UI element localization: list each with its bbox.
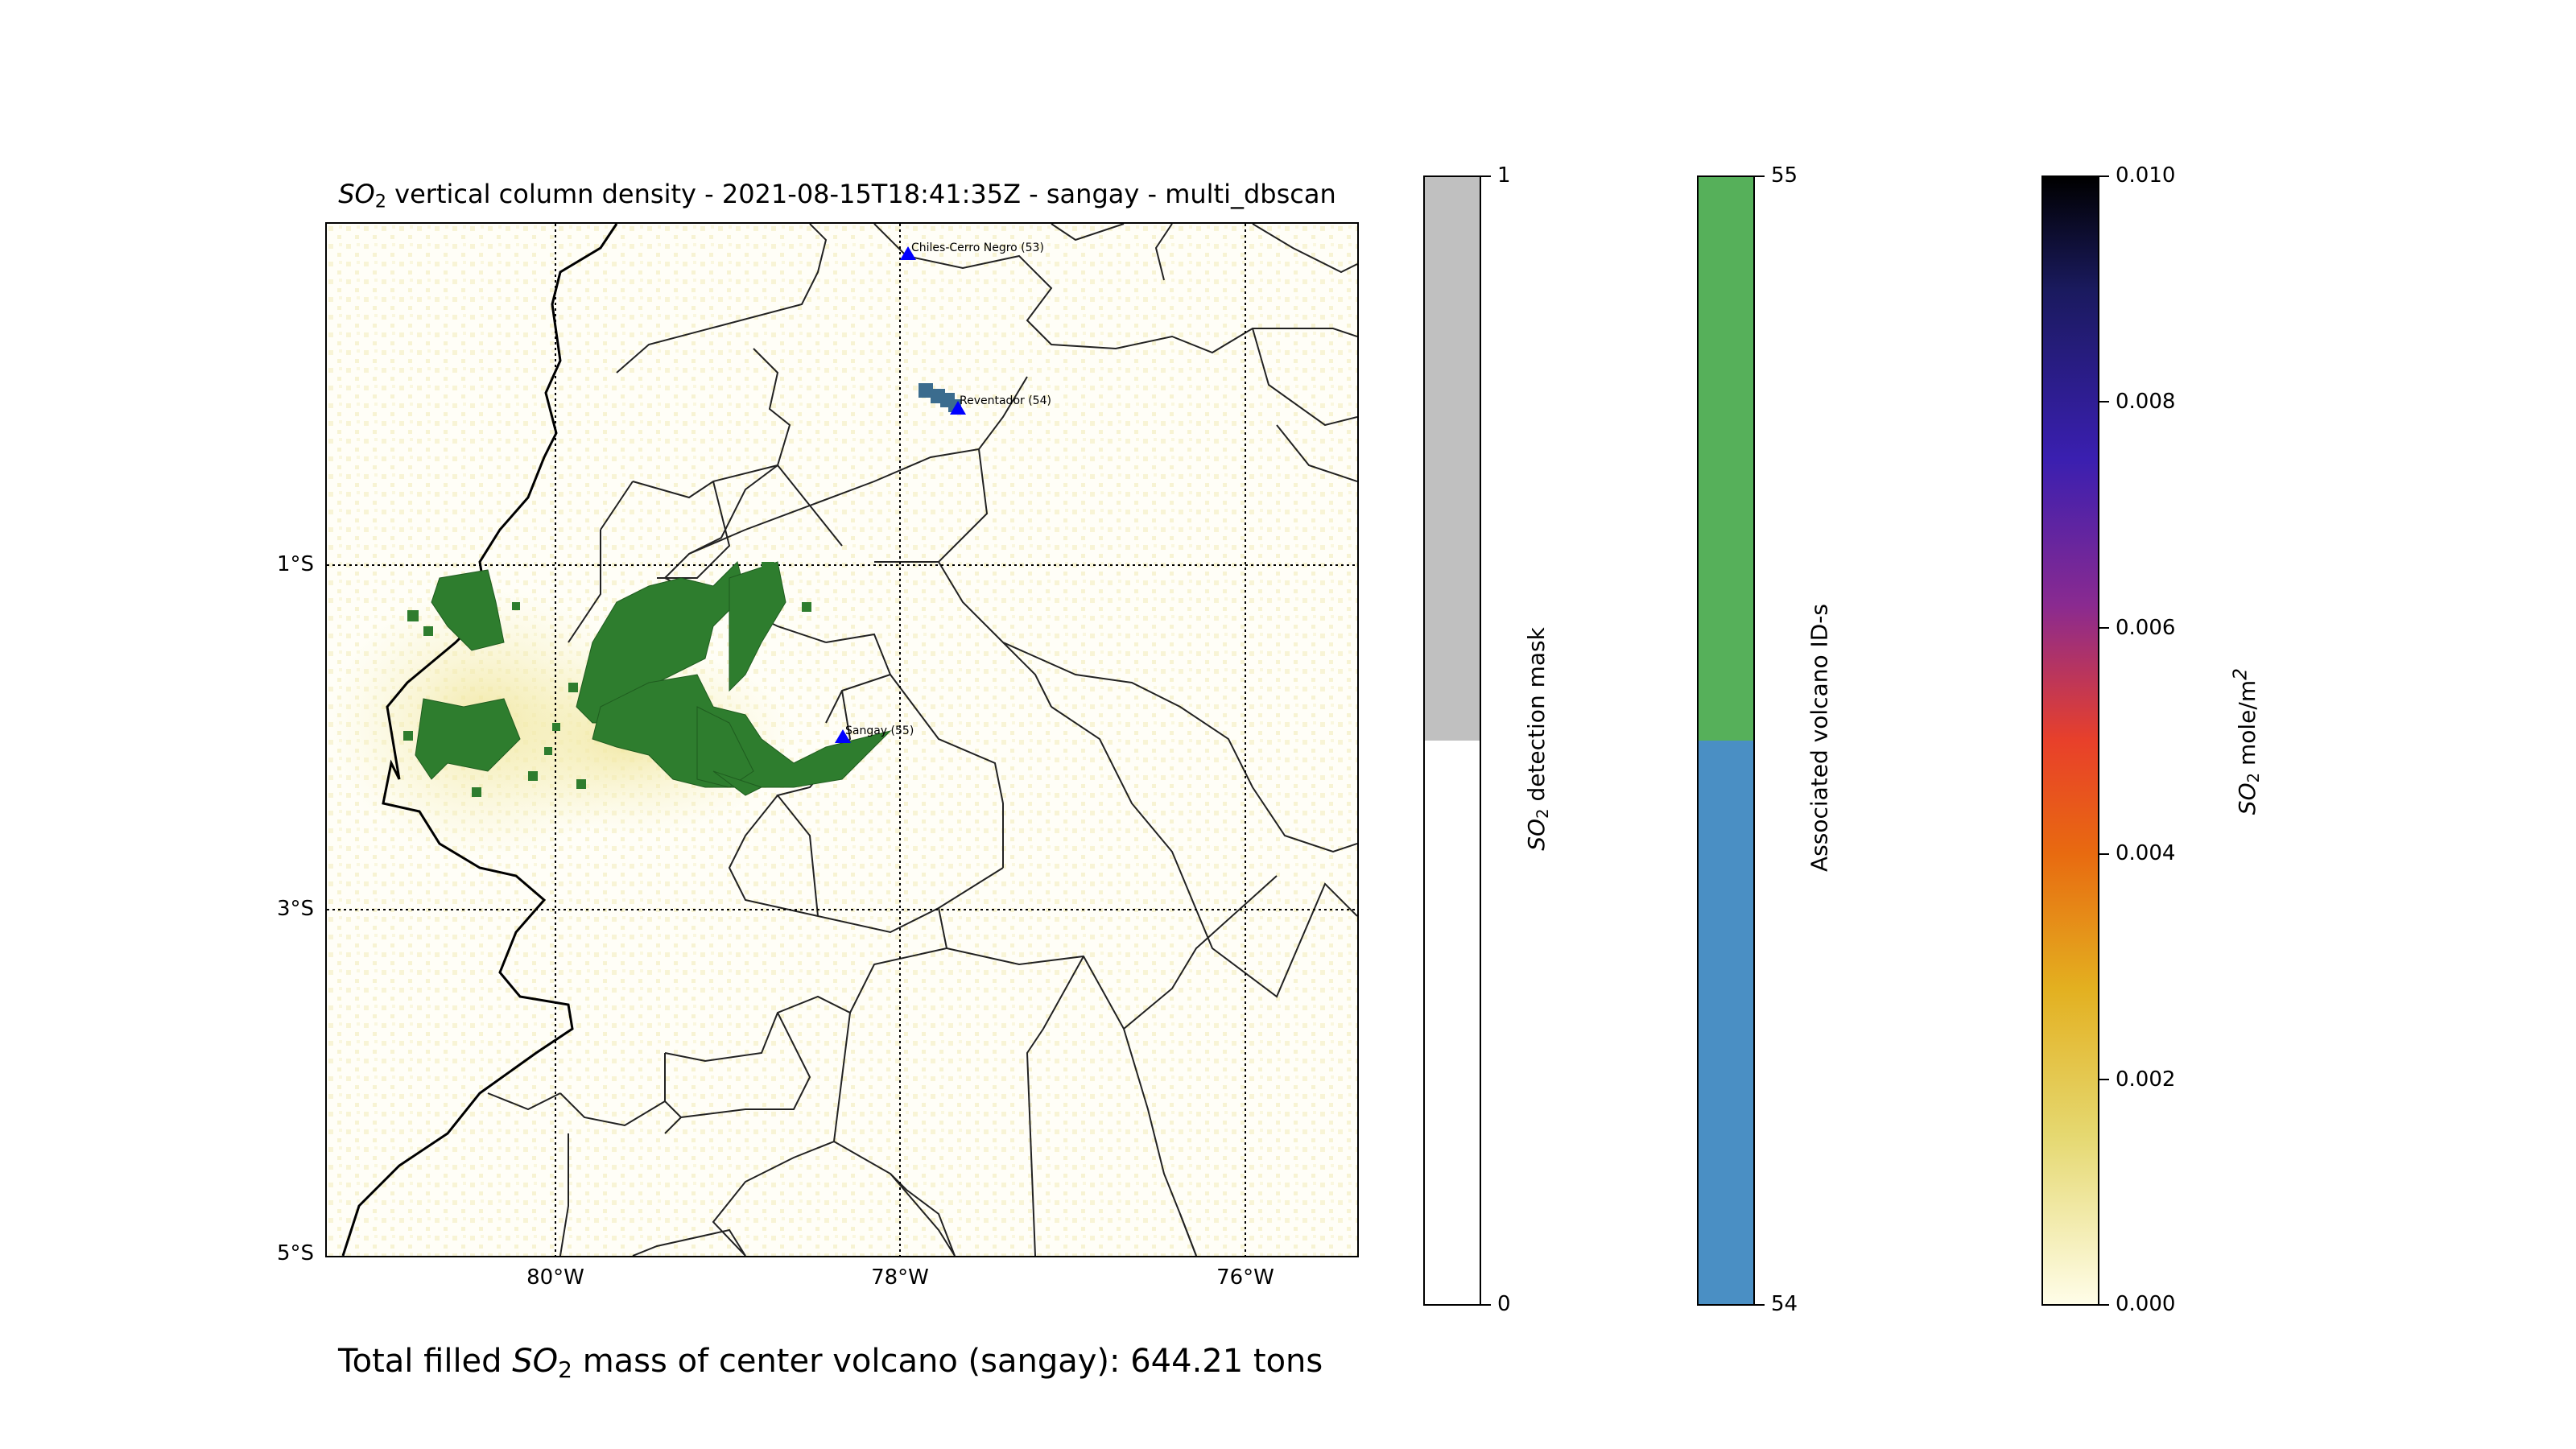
map-panel[interactable]: Chiles-Cerro Negro (53) Reventador (54) …: [325, 222, 1359, 1257]
plot-title: SO2 vertical column density - 2021-08-15…: [338, 179, 1336, 213]
so2-tick-0002: 0.002: [2116, 1067, 2176, 1092]
so2-tick-0006: 0.006: [2116, 616, 2176, 640]
lon-label-80w: 80°W: [526, 1265, 584, 1290]
volcano-id-color-54: [1699, 741, 1753, 1304]
so2-tick-0000: 0.000: [2116, 1292, 2176, 1316]
colorbar-detection-mask: [1423, 175, 1481, 1306]
mask-color-1: [1425, 177, 1480, 741]
volcano-id-color-55: [1699, 177, 1753, 741]
tick-mark: [1481, 1304, 1491, 1306]
mask-color-0: [1425, 741, 1480, 1304]
tick-mark: [1755, 1304, 1765, 1306]
colorbar-volcano-ids: [1697, 175, 1755, 1306]
volcano-marker-chiles: [900, 246, 916, 260]
mask-label: SO2 detection mask: [1523, 627, 1552, 851]
gridlines: [327, 224, 1357, 1256]
mask-tick-1: 1: [1497, 163, 1511, 188]
volcano-label-chiles: Chiles-Cerro Negro (53): [911, 242, 1044, 254]
mask-tick-0: 0: [1497, 1292, 1511, 1316]
volcano-id-tick-55: 55: [1771, 163, 1798, 188]
tick-mark: [2099, 175, 2109, 177]
tick-mark: [2099, 627, 2109, 629]
tick-mark: [2099, 1079, 2109, 1080]
colorbar-so2: [2041, 175, 2099, 1306]
map-svg: [327, 224, 1357, 1256]
volcano-label-reventador: Reventador (54): [960, 394, 1051, 407]
volcano-marker-reventador: [950, 401, 966, 415]
detection-pixels: [403, 562, 811, 797]
lat-label-5s: 5°S: [276, 1241, 314, 1265]
total-mass-text: Total filled SO2 mass of center volcano …: [338, 1343, 1323, 1383]
tick-mark: [2099, 1304, 2109, 1306]
volcano-marker-sangay: [835, 729, 851, 743]
tick-mark: [2099, 401, 2109, 402]
detection-cluster-sangay: [415, 561, 892, 796]
tick-mark: [1755, 175, 1765, 177]
volcano-ids-label: Associated volcano ID-s: [1806, 604, 1833, 872]
lon-label-76w: 76°W: [1216, 1265, 1274, 1290]
lat-label-1s: 1°S: [276, 552, 314, 576]
volcano-id-tick-54: 54: [1771, 1292, 1798, 1316]
tick-mark: [2099, 853, 2109, 855]
lat-label-3s: 3°S: [276, 897, 314, 921]
coastline: [341, 224, 618, 1256]
lon-label-78w: 78°W: [871, 1265, 929, 1290]
volcano-label-sangay: Sangay (55): [845, 724, 914, 737]
so2-tick-0004: 0.004: [2116, 841, 2176, 865]
so2-tick-0010: 0.010: [2116, 163, 2176, 188]
so2-colorbar-label: SO2 mole/m2: [2228, 668, 2264, 815]
tick-mark: [1481, 175, 1491, 177]
so2-tick-0008: 0.008: [2116, 390, 2176, 414]
